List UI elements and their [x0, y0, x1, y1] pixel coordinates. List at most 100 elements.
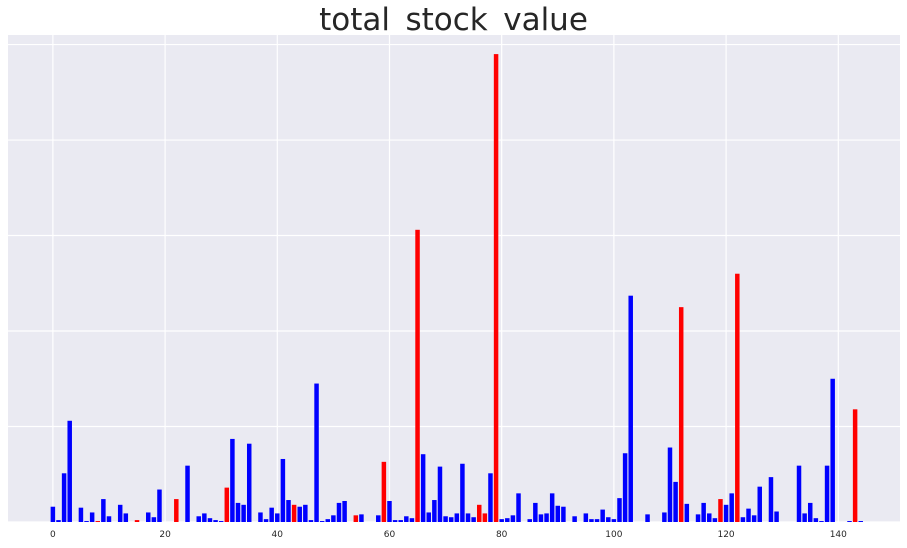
- x-tick-label: 60: [384, 530, 396, 540]
- bar: [617, 498, 622, 522]
- bar: [707, 513, 712, 522]
- bar: [589, 519, 594, 522]
- bar: [359, 514, 364, 522]
- bar: [712, 518, 718, 522]
- bar: [101, 499, 106, 522]
- bar: [807, 502, 813, 522]
- bar: [342, 500, 347, 522]
- bar: [398, 520, 403, 522]
- bar: [493, 54, 499, 523]
- bar: [61, 473, 67, 522]
- bar: [151, 517, 157, 522]
- bar: [735, 273, 740, 522]
- bar: [331, 515, 336, 522]
- grid-lines: [8, 35, 900, 523]
- bar: [241, 504, 246, 522]
- bar: [454, 513, 460, 522]
- bar: [482, 513, 488, 522]
- bar: [723, 504, 729, 522]
- x-tick-label: 120: [717, 530, 734, 540]
- bar: [218, 521, 224, 522]
- bar: [387, 500, 392, 522]
- bar: [50, 506, 56, 522]
- bar: [314, 383, 319, 522]
- bar: [123, 513, 129, 522]
- bar: [443, 516, 448, 522]
- bar: [297, 506, 302, 522]
- bar: [235, 502, 241, 522]
- bar: [544, 513, 549, 522]
- bar: [174, 499, 179, 522]
- bar: [768, 477, 774, 522]
- bar: [89, 512, 95, 522]
- bar: [471, 517, 476, 522]
- bar: [819, 521, 824, 522]
- bar: [594, 519, 600, 522]
- bar: [207, 518, 213, 522]
- bar: [426, 512, 431, 522]
- bar: [465, 513, 471, 522]
- bar: [561, 506, 566, 522]
- bar: [409, 518, 415, 522]
- bar: [381, 461, 387, 522]
- bar: [583, 513, 589, 522]
- bar: [628, 295, 633, 522]
- bar: [533, 502, 538, 522]
- bar: [404, 516, 409, 522]
- bar: [796, 465, 802, 522]
- bar: [701, 502, 706, 522]
- bar: [667, 447, 673, 522]
- x-tick-label: 20: [159, 530, 171, 540]
- bar: [263, 519, 269, 522]
- bar: [291, 504, 297, 522]
- bar: [824, 465, 830, 522]
- bar: [134, 520, 140, 522]
- bar: [673, 481, 678, 522]
- bar: [718, 499, 723, 522]
- bar: [549, 493, 555, 522]
- bar: [830, 378, 835, 522]
- bar: [117, 504, 123, 522]
- bar: [269, 507, 274, 522]
- bar: [460, 463, 465, 522]
- x-tick-label: 40: [272, 530, 284, 540]
- bar: [280, 458, 286, 522]
- bar: [847, 521, 852, 522]
- plot-background: [8, 35, 900, 522]
- bar: [213, 520, 218, 522]
- bar: [678, 307, 684, 522]
- bar: [157, 489, 162, 522]
- chart-title: total_stock_value: [319, 2, 588, 38]
- bar: [325, 519, 331, 522]
- bar: [572, 516, 577, 522]
- bar: [185, 465, 190, 522]
- bar: [437, 466, 443, 522]
- bar: [729, 493, 734, 522]
- bar: [852, 409, 858, 522]
- bar: [275, 513, 280, 522]
- bar: [858, 521, 863, 522]
- bar: [813, 518, 819, 522]
- bar: [286, 500, 291, 522]
- bar: [392, 520, 398, 522]
- bar: [258, 512, 263, 522]
- bar: [684, 503, 690, 522]
- bar: [606, 517, 611, 522]
- x-tick-label: 0: [50, 530, 56, 540]
- bar: [224, 487, 230, 522]
- bar: [538, 514, 544, 522]
- bar: [78, 507, 84, 522]
- bar: [308, 520, 314, 522]
- bar: [751, 515, 757, 522]
- bar: [746, 508, 751, 522]
- bar: [56, 520, 61, 522]
- bar: [319, 521, 325, 522]
- bar: [802, 513, 807, 522]
- bar: [420, 454, 426, 522]
- x-tick-label: 100: [605, 530, 622, 540]
- bar: [448, 517, 454, 522]
- bar: [415, 229, 420, 523]
- bar: [106, 516, 112, 522]
